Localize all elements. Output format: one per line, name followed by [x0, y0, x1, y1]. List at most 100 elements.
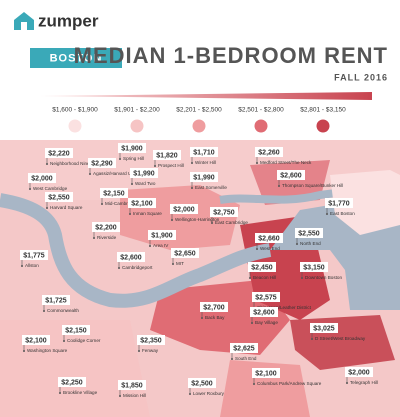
price-box [22, 335, 50, 345]
pin-dot [129, 213, 131, 215]
neighborhood-name: West Cambridge [33, 186, 68, 191]
pin-dot [93, 237, 95, 239]
region-dorchester [220, 360, 310, 417]
pin-dot [278, 185, 280, 187]
price: $2,550 [298, 230, 320, 237]
price-box [58, 377, 86, 387]
price: $1,850 [121, 382, 143, 389]
legend-label: $2,501 - $2,800 [238, 107, 284, 114]
price-box [148, 230, 176, 240]
neighborhood-name: Prospect Hill [158, 163, 184, 168]
pin-dot [231, 358, 233, 360]
neighborhood-name: East Boston [330, 211, 355, 216]
neighborhood-label: $1,990 East Somerville [190, 172, 227, 190]
price: $1,900 [121, 145, 143, 152]
price: $2,575 [255, 294, 277, 301]
neighborhood-label: $2,100 Inman Square [128, 198, 162, 216]
price: $1,820 [156, 152, 178, 159]
neighborhood-name: MIT [176, 261, 184, 266]
neighborhood-label: $3,025 D Street/West Broadway [310, 323, 366, 341]
neighborhood-label: $2,600 Cambridgeport [117, 252, 153, 270]
price-box [171, 248, 199, 258]
price-box [45, 148, 73, 158]
neighborhood-name: Brookline Village [63, 390, 98, 395]
neighborhood-label: $2,650 MIT [171, 248, 199, 266]
charles-river [0, 193, 272, 308]
price-box [42, 295, 70, 305]
pin-dot [138, 350, 140, 352]
price-box [45, 192, 73, 202]
neighborhood-name: Mission Hill [123, 393, 146, 398]
neighborhood-name: Riverside [97, 235, 117, 240]
legend-swatch [129, 118, 145, 134]
neighborhood-name: Telegraph Hill [350, 380, 378, 385]
subtitle: FALL 2016 [334, 72, 388, 82]
pin-dot [89, 173, 91, 175]
pin-dot [301, 277, 303, 279]
neighborhood-name: Allston [25, 263, 39, 268]
price: $2,625 [233, 345, 255, 352]
price: $2,450 [251, 264, 273, 271]
price-box [252, 368, 280, 378]
price: $2,200 [95, 224, 117, 231]
neighborhood-label: $2,200 Riverside [92, 222, 120, 240]
price-box [20, 250, 48, 260]
pin-dot [256, 162, 258, 164]
neighborhood-name: Agassiz/Harvard University [93, 171, 149, 176]
region-eastboston [330, 170, 400, 235]
price: $1,900 [151, 232, 173, 239]
logo-icon [14, 12, 34, 30]
neighborhood-label: $2,500 Lower Roxbury [188, 378, 225, 396]
pin-dot [119, 158, 121, 160]
price-box [153, 150, 181, 160]
pin-dot [249, 277, 251, 279]
neighborhood-name: Columbus Park/Andrew Square [257, 381, 322, 386]
title: MEDIAN 1-BEDROOM RENT [74, 43, 388, 68]
price-box [28, 173, 56, 183]
neighborhood-label: $2,000 Wellington-Harrington [170, 204, 220, 222]
price-box [100, 188, 128, 198]
neighborhood-name: Cambridgeport [122, 265, 153, 270]
price: $2,550 [48, 194, 70, 201]
legend-gradient [40, 92, 372, 100]
neighborhood-name: Downtown Boston [305, 275, 342, 280]
price: $1,710 [193, 149, 215, 156]
price: $2,260 [258, 149, 280, 156]
neighborhood-name: Neighborhood Nine [50, 161, 90, 166]
neighborhood-name: Wellington-Harrington [175, 217, 220, 222]
pin-dot [189, 393, 191, 395]
price-box [295, 228, 323, 238]
price: $2,000 [173, 206, 195, 213]
pin-dot [46, 207, 48, 209]
price-box [277, 170, 305, 180]
price-box [118, 143, 146, 153]
price: $2,650 [174, 250, 196, 257]
city-badge [30, 48, 122, 68]
neighborhood-name: D Street/West Broadway [315, 336, 366, 341]
price-box [300, 262, 328, 272]
logo-door [21, 22, 27, 30]
pin-dot [191, 187, 193, 189]
pin-dot [118, 267, 120, 269]
neighborhood-label: $2,550 North End [295, 228, 323, 246]
neighborhood-name: North End [300, 241, 321, 246]
neighborhood-label: $2,100 Columbus Park/Andrew Square [252, 368, 322, 386]
neighborhood-label: $2,600 Thompson Square/Bunker Hill [277, 170, 343, 188]
neighborhood-label: $1,900 Spring Hill [118, 143, 146, 161]
price-box [62, 325, 90, 335]
neighborhood-name: Commonwealth [47, 308, 79, 313]
neighborhood-label: $1,725 Commonwealth [42, 295, 79, 313]
price: $1,990 [193, 174, 215, 181]
neighborhood-name: Medford Street/The Neck [260, 160, 312, 165]
pin-dot [191, 162, 193, 164]
price: $2,290 [91, 160, 113, 167]
neighborhood-label: $2,550 Harvard Square [45, 192, 83, 210]
neighborhood-name: Chinatown/Leather District [257, 305, 312, 310]
price-box [325, 198, 353, 208]
neighborhood-name: Back Bay [205, 315, 225, 320]
pin-dot [23, 350, 25, 352]
price: $3,025 [313, 325, 335, 332]
logo: zumper [14, 11, 99, 30]
price: $2,100 [131, 200, 153, 207]
price: $2,000 [348, 369, 370, 376]
